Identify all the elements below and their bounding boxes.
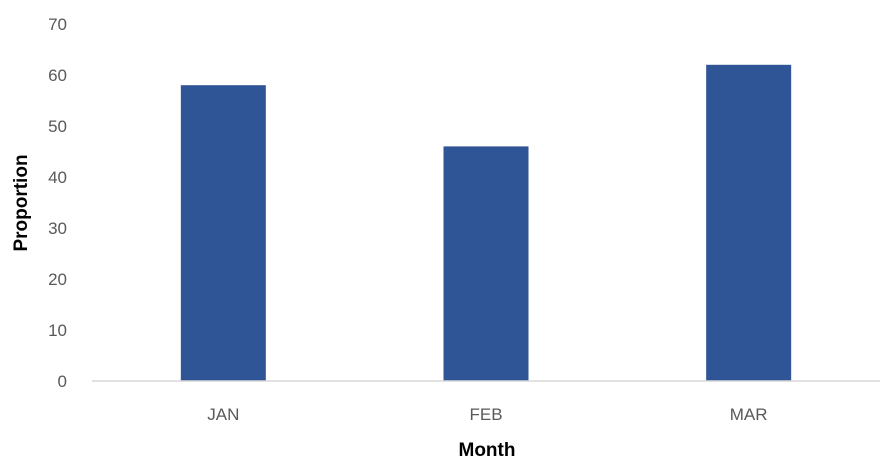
y-tick-label: 70: [48, 15, 67, 34]
y-tick-label: 10: [48, 321, 67, 340]
x-tick-label: MAR: [730, 405, 768, 424]
y-tick-label: 50: [48, 117, 67, 136]
x-tick-labels: JAN FEB MAR: [207, 405, 767, 424]
y-tick-label: 20: [48, 270, 67, 289]
x-tick-label: FEB: [469, 405, 502, 424]
y-tick-label: 30: [48, 219, 67, 238]
y-tick-label: 0: [58, 372, 67, 391]
bar-jan: [180, 85, 266, 381]
y-axis-title: Proportion: [11, 154, 32, 251]
bars: [180, 64, 792, 382]
x-tick-label: JAN: [207, 405, 239, 424]
bar-feb: [443, 146, 529, 381]
y-tick-label: 40: [48, 168, 67, 187]
bar-mar: [706, 64, 792, 382]
y-tick-labels: 0 10 20 30 40 50 60 70: [48, 15, 67, 391]
x-axis-title: Month: [459, 440, 516, 458]
y-tick-label: 60: [48, 66, 67, 85]
